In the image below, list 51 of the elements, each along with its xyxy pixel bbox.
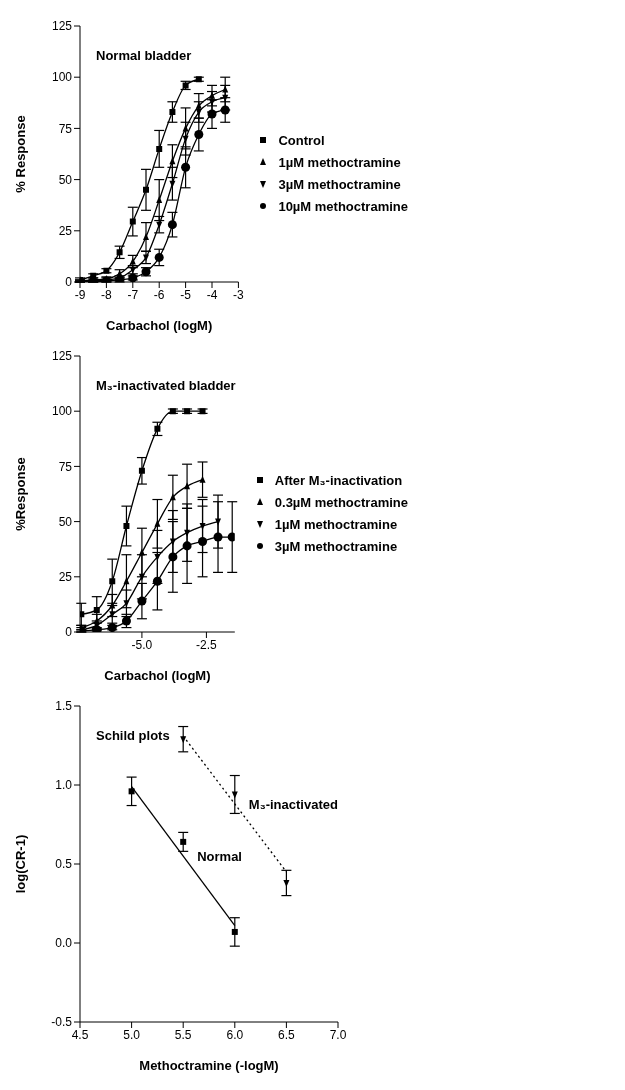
y-tick-label: 1.0: [55, 778, 73, 793]
y-tick-label: 100: [51, 404, 73, 419]
x-tick-label: -9: [74, 287, 86, 302]
y-tick-label: 75: [58, 121, 73, 136]
y-tick-label: 0: [65, 625, 73, 640]
legend-label: After M₃-inactivation: [274, 472, 403, 488]
x-tick-label: -3: [233, 287, 245, 302]
x-tick-label: -2.5: [196, 637, 218, 652]
y-axis-title: % Response: [12, 115, 28, 193]
y-axis-title: log(CR-1): [12, 834, 28, 894]
annotation: Schild plots: [96, 728, 170, 743]
y-tick-label: 1.5: [55, 699, 73, 714]
series-label: M₃-inactivated: [248, 796, 338, 812]
legend-label: 10µM methoctramine: [278, 198, 408, 214]
y-tick-label: 0.0: [55, 936, 73, 951]
y-tick-label: 25: [58, 224, 73, 239]
y-tick-label: 100: [51, 70, 73, 85]
legend-label: Control: [278, 132, 325, 148]
legend-label: 3µM methoctramine: [278, 176, 401, 192]
x-tick-label: -6: [153, 287, 165, 302]
x-tick-label: 6.0: [226, 1027, 244, 1042]
x-tick-label: -5.0: [131, 637, 153, 652]
x-tick-label: 6.5: [278, 1027, 296, 1042]
x-tick-label: -4: [206, 287, 218, 302]
x-tick-label: -5: [180, 287, 192, 302]
x-tick-label: -7: [127, 287, 139, 302]
x-tick-label: 5.0: [123, 1027, 141, 1042]
y-tick-label: 125: [51, 19, 73, 34]
text: Normal bladder: [96, 48, 192, 63]
x-tick-label: 5.5: [174, 1027, 192, 1042]
text: M₃-inactivated bladder: [96, 378, 236, 393]
series-label: Normal: [197, 848, 242, 864]
x-tick-label: 7.0: [329, 1027, 347, 1042]
y-tick-label: 50: [58, 514, 73, 529]
x-axis-title: Methoctramine (-logM): [139, 1058, 279, 1073]
y-tick-label: 25: [58, 570, 73, 585]
y-tick-label: 0.5: [55, 857, 73, 872]
y-tick-label: 0: [65, 275, 73, 290]
y-tick-label: -0.5: [51, 1015, 73, 1030]
y-tick-label: 50: [58, 172, 73, 187]
y-axis-title: %Response: [12, 457, 28, 531]
x-axis-title: Carbachol (logM): [104, 668, 211, 683]
y-tick-label: 75: [58, 459, 73, 474]
legend-label: 3µM methoctramine: [274, 538, 398, 554]
y-tick-label: 125: [51, 349, 73, 364]
legend-label: 1µM methoctramine: [278, 154, 401, 170]
legend-label: 0.3µM methoctramine: [274, 494, 408, 510]
x-axis-title: Carbachol (logM): [106, 318, 213, 333]
x-tick-label: -8: [101, 287, 113, 302]
legend-label: 1µM methoctramine: [274, 516, 398, 532]
x-tick-label: 4.5: [71, 1027, 89, 1042]
